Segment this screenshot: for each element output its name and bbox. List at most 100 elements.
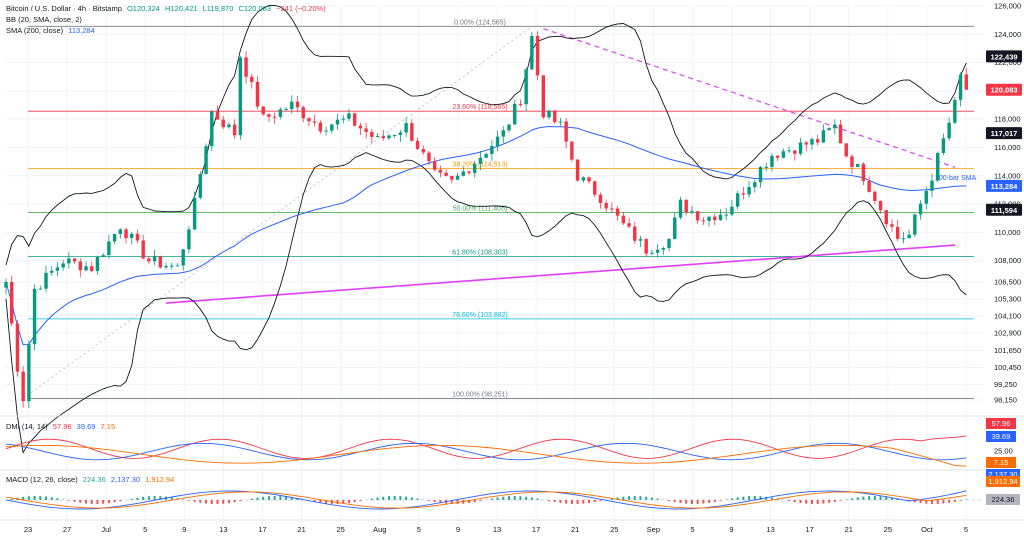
candle-body [421, 148, 425, 153]
candle-body [513, 103, 517, 125]
time-tick-label: 9 [456, 525, 460, 534]
candle-body [935, 152, 940, 181]
candle-body [255, 81, 260, 107]
macd-histogram-bar [279, 496, 282, 500]
macd-histogram-bar [325, 500, 328, 504]
macd-histogram-bar [519, 496, 522, 500]
macd-histogram-bar [267, 496, 270, 500]
candle-body [707, 216, 711, 222]
macd-histogram-bar [130, 498, 133, 500]
macd-histogram-bar [193, 500, 196, 502]
candle-body [775, 155, 780, 158]
macd-histogram-bar [633, 496, 636, 500]
macd-histogram-bar [793, 500, 796, 503]
macd-histogram-bar [290, 497, 293, 500]
price-tick-label: 110,000 [994, 228, 1021, 237]
time-tick-label: Oct [921, 525, 934, 534]
candle-body [335, 119, 340, 125]
sma-legend[interactable]: SMA (200, close) 113,284 [6, 26, 98, 36]
macd-histogram-bar [965, 499, 968, 500]
macd-histogram-bar [570, 500, 573, 504]
macd-histogram-bar [673, 500, 676, 503]
macd-histogram-bar [576, 500, 579, 504]
macd-histogram-bar [450, 500, 453, 504]
fib-level-label: 78.60% (103,882) [452, 312, 508, 319]
price-tick-label: 108,000 [994, 256, 1021, 265]
sma-annotation: 200-bar SMA [935, 175, 977, 182]
candle-body [667, 238, 671, 248]
time-axis[interactable]: 23 27 Jul 5 9 13 17 21 25 Aug 5 9 13 17 21 25 Sep 5 9 13 17 2… [0, 519, 1024, 534]
price-tag-label: 113,284 [991, 182, 1019, 191]
macd-histogram-bar [639, 496, 642, 500]
candle-body [873, 191, 877, 201]
symbol-header: Bitcoin / U.S. Dollar · 4h · Bitstamp O1… [6, 4, 329, 14]
candle-body [850, 156, 854, 167]
macd-histogram-bar [948, 500, 951, 503]
macd-legend[interactable]: MACD (12, 26, close) 224.36 2,137.30 1,9… [6, 475, 177, 485]
candle-body [753, 182, 757, 188]
candle-body [610, 208, 614, 210]
candle-body [375, 136, 380, 138]
macd-histogram-bar [79, 500, 82, 503]
candle-body [455, 175, 460, 180]
candle-body [290, 101, 294, 110]
candle-body [564, 121, 568, 142]
macd-histogram-bar [347, 500, 350, 504]
candle-body [444, 172, 448, 176]
candle-body [158, 256, 163, 268]
candle-body [575, 159, 580, 181]
candle-body [621, 215, 626, 224]
macd-histogram-bar [22, 496, 25, 500]
price-tick-label: 102,900 [994, 328, 1021, 337]
time-tick-label: 5 [143, 525, 147, 534]
bollinger-bands [5, 4, 967, 454]
candle-body [72, 258, 77, 262]
candle-body [95, 257, 100, 272]
candle-body [301, 107, 305, 119]
price-tick-label: 99,250 [994, 380, 1017, 389]
dmi-tag-label: 39.69 [992, 432, 1011, 441]
candle-body [501, 130, 506, 137]
ohlc-change: −241 (−0.20%) [276, 4, 326, 13]
candle-body [21, 371, 25, 402]
macd-histogram-bar [668, 500, 671, 501]
macd-histogram-bar [467, 500, 470, 503]
macd-histogram-bar [113, 500, 116, 503]
candle-body [604, 203, 608, 209]
macd-histogram-bar [548, 500, 551, 501]
macd-histogram-bar [45, 496, 48, 500]
candle-body [627, 223, 631, 227]
candle-body [690, 211, 694, 213]
dmi-legend[interactable]: DMI (14, 14) 57.96 39.69 7.15 [6, 422, 118, 432]
candle-body [918, 203, 923, 215]
macd-histogram-bar [525, 496, 528, 500]
candle-body [187, 229, 191, 250]
price-tick-label: 114,000 [994, 171, 1021, 180]
macd-histogram-bar [685, 500, 688, 504]
candle-body [718, 214, 723, 221]
macd-histogram-bar [833, 500, 836, 502]
macd-histogram-bar [56, 498, 59, 500]
macd-histogram-bar [353, 500, 356, 503]
macd-histogram-bar [376, 497, 379, 500]
candle-body [941, 138, 946, 153]
price-tick-label: 104,100 [994, 311, 1021, 320]
time-tick-label: 5 [690, 525, 694, 534]
macd-histogram-bar [925, 500, 928, 504]
macd-histogram-bar [50, 497, 53, 500]
candle-body [44, 272, 48, 289]
macd-histogram-bar [599, 500, 602, 501]
candle-body [844, 143, 848, 157]
macd-histogram-bar [770, 497, 773, 500]
bb-legend[interactable]: BB (20, SMA, close, 2) [6, 15, 85, 25]
macd-histogram-bar [256, 497, 259, 500]
macd-histogram-bar [816, 500, 819, 504]
macd-histogram-bar [942, 500, 945, 504]
macd-histogram-bar [313, 500, 316, 502]
macd-histogram-bar [96, 500, 99, 504]
macd-histogram-bar [399, 496, 402, 500]
sma-value: 113,284 [68, 26, 95, 35]
candle-body [821, 130, 826, 143]
candle-body [895, 226, 900, 239]
